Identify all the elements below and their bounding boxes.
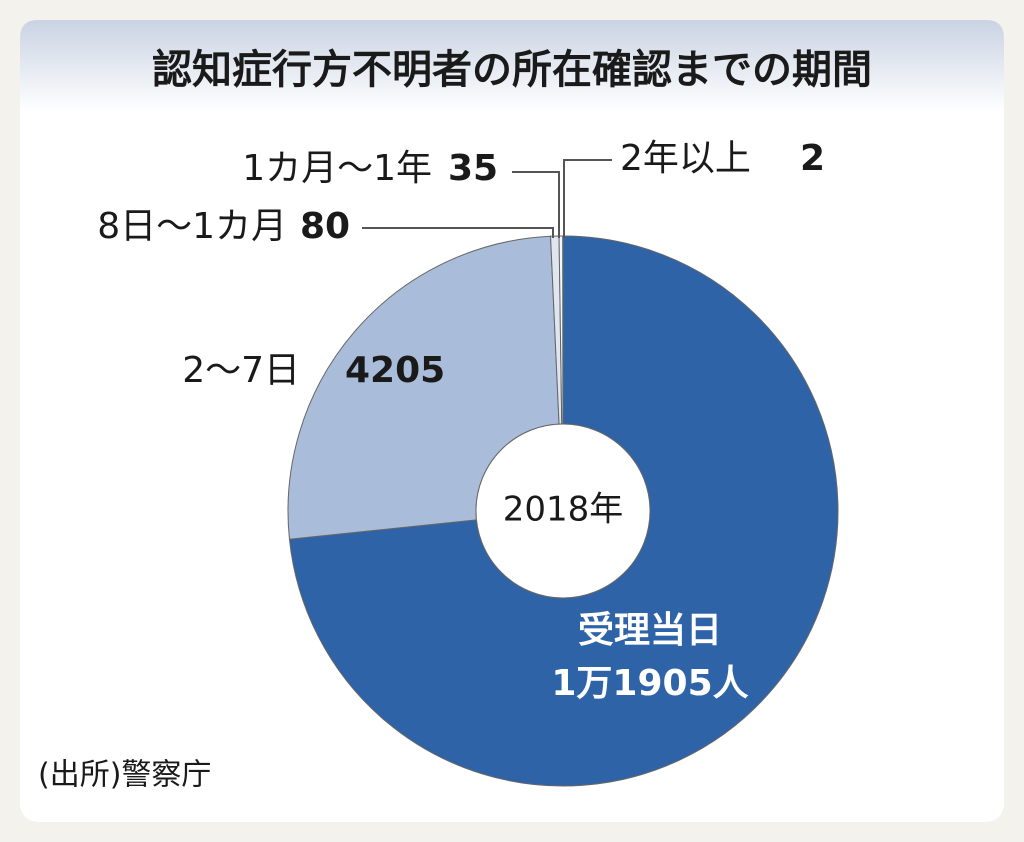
category-label: 2～7日 xyxy=(182,350,300,391)
category-label: 8日～1カ月 xyxy=(97,206,287,247)
leader-line xyxy=(563,159,612,238)
value-label: 80 xyxy=(300,206,350,247)
value-label: 35 xyxy=(448,148,498,189)
chart-title: 認知症行方不明者の所在確認までの期間 xyxy=(152,47,872,93)
leader-line xyxy=(512,171,560,238)
donut-hole xyxy=(475,423,651,599)
center-label: 2018年 xyxy=(503,490,624,530)
category-label: 2年以上 xyxy=(620,138,751,179)
value-label: 1万1905人 xyxy=(551,663,748,704)
value-label: 2 xyxy=(800,138,825,179)
leader-lines xyxy=(362,159,612,238)
value-label: 4205 xyxy=(345,350,445,391)
leader-line xyxy=(362,227,554,238)
title-band xyxy=(20,20,1004,112)
source-note: (出所)警察庁 xyxy=(38,758,211,793)
category-label: 1カ月～1年 xyxy=(242,148,432,189)
category-label: 受理当日 xyxy=(578,610,722,651)
